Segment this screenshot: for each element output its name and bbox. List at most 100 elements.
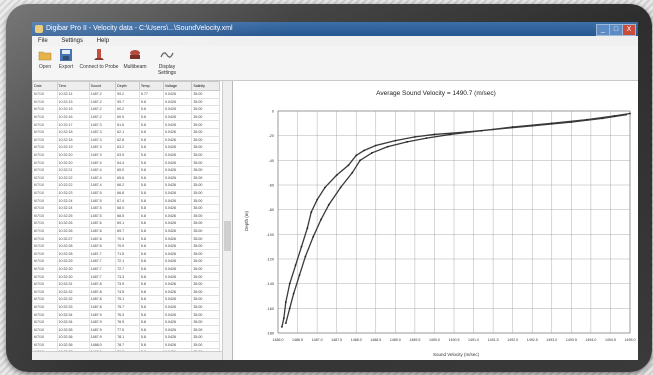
export-button[interactable]: Export — [56, 48, 76, 78]
data-point — [306, 227, 309, 230]
column-header-sound[interactable]: Sound — [88, 81, 117, 91]
table-cell: 35.00 — [191, 333, 220, 342]
table-row[interactable]: 6/7/10 10:32:18 1487.3 62.8 5.8 0.0426 35.00 — [32, 135, 220, 145]
data-point — [320, 218, 322, 221]
minimize-button[interactable]: _ — [596, 24, 610, 36]
column-header-time[interactable]: Time — [56, 81, 90, 91]
table-row[interactable]: 6/7/10 10:32:26 1487.6 69.7 5.8 0.0426 35.00 — [32, 226, 220, 236]
table-row[interactable]: 6/7/10 10:32:19 1487.3 63.2 5.8 0.0426 35.00 — [32, 143, 220, 152]
column-header-salinity[interactable]: Salinity — [191, 81, 220, 91]
menu-settings[interactable]: Settings — [61, 38, 84, 44]
table-cell: 5.8 — [138, 234, 165, 243]
table-cell: 0.0426 — [163, 219, 193, 228]
table-cell: 35.00 — [191, 112, 220, 122]
data-point — [327, 203, 330, 206]
table-row[interactable]: 6/7/10 10:32:34 1487.9 76.9 5.8 0.0426 35.00 — [32, 317, 220, 327]
table-vertical-scrollbar[interactable] — [222, 81, 232, 360]
table-cell: 0.0426 — [163, 203, 193, 213]
table-row[interactable]: 6/7/10 10:32:34 1487.9 76.3 5.8 0.0426 35.00 — [32, 310, 220, 319]
table-row[interactable]: 6/7/10 10:32:18 1487.3 62.1 5.8 0.0426 35.00 — [32, 127, 220, 137]
column-header-date[interactable]: Date — [32, 81, 58, 91]
table-row[interactable]: 6/7/10 10:32:30 1487.7 72.7 5.8 0.0426 35.00 — [32, 264, 220, 274]
table-cell: 35.00 — [191, 317, 220, 327]
table-cell: 10:32:30 — [56, 264, 90, 274]
table-row[interactable]: 6/7/10 10:32:28 1487.6 70.9 5.8 0.0426 35.00 — [32, 241, 220, 251]
table-row[interactable]: 6/7/10 10:32:22 1487.4 66.2 5.8 0.0426 35.00 — [32, 181, 220, 190]
table-horizontal-scrollbar[interactable] — [32, 351, 222, 360]
table-row[interactable]: 6/7/10 10:32:24 1487.5 67.4 5.8 0.0426 35.00 — [32, 196, 220, 205]
scroll-thumb[interactable] — [224, 221, 231, 251]
table-cell: 6/7/10 — [32, 196, 58, 205]
table-cell: 35.00 — [191, 203, 220, 213]
table-row[interactable]: 6/7/10 10:32:14 1487.2 59.2 5.77 0.0426 35.00 — [32, 90, 220, 99]
table-cell: 76.3 — [115, 310, 140, 319]
table-row[interactable]: 6/7/10 10:32:22 1487.4 65.6 5.8 0.0426 35.00 — [32, 173, 220, 183]
table-cell: 35.00 — [191, 287, 220, 297]
table-cell: 0.0426 — [163, 120, 193, 129]
table-row[interactable]: 6/7/10 10:32:16 1487.2 60.9 5.8 0.0426 35.00 — [32, 112, 220, 122]
table-row[interactable]: 6/7/10 10:32:36 1487.9 78.1 5.8 0.0426 35.00 — [32, 333, 220, 342]
table-row[interactable]: 6/7/10 10:32:32 1487.8 74.5 5.8 0.0426 35.00 — [32, 287, 220, 297]
table-row[interactable]: 6/7/10 10:32:21 1487.4 65.0 5.8 0.0426 35.00 — [32, 165, 220, 175]
table-row[interactable]: 6/7/10 10:32:29 1487.7 72.1 5.8 0.0426 35.00 — [32, 257, 220, 266]
y-tick-label: -140 — [266, 282, 274, 286]
table-cell: 6/7/10 — [32, 165, 58, 175]
table-row[interactable]: 6/7/10 10:32:15 1487.2 60.2 5.8 0.0426 35.00 — [32, 105, 220, 114]
export-label: Export — [58, 64, 74, 70]
data-point — [433, 133, 436, 136]
table-row[interactable]: 6/7/10 10:32:17 1487.3 61.6 5.8 0.0426 35.00 — [32, 120, 220, 129]
data-point — [312, 235, 315, 238]
multibeam-button[interactable]: Multibeam — [122, 48, 148, 78]
table-row[interactable]: 6/7/10 10:32:28 1487.7 71.5 5.8 0.0426 35.00 — [32, 249, 220, 259]
table-row[interactable]: 6/7/10 10:32:33 1487.8 75.7 5.8 0.0426 35.00 — [32, 302, 220, 312]
table-cell: 0.0426 — [163, 196, 193, 205]
table-row[interactable]: 6/7/10 10:32:32 1487.8 75.1 5.8 0.0426 35.00 — [32, 295, 220, 304]
table-cell: 10:32:32 — [56, 295, 90, 304]
column-header-temp[interactable]: Temp. — [138, 81, 165, 91]
table-cell: 35.00 — [191, 120, 220, 129]
table-cell: 0.0426 — [163, 234, 193, 243]
table-row[interactable]: 6/7/10 10:32:23 1487.5 66.8 5.8 0.0426 35.00 — [32, 188, 220, 198]
table-row[interactable]: 6/7/10 10:32:30 1487.7 73.3 5.8 0.0426 35.00 — [32, 272, 220, 281]
table-cell: 6/7/10 — [32, 241, 58, 251]
table-row[interactable]: 6/7/10 10:32:20 1487.3 63.9 5.8 0.0426 35.00 — [32, 150, 220, 160]
table-row[interactable]: 6/7/10 10:32:20 1487.4 64.4 5.8 0.0426 35.00 — [32, 158, 220, 167]
display-settings-button[interactable]: Display Settings — [150, 48, 184, 78]
table-row[interactable]: 6/7/10 10:32:36 1488.0 78.7 5.8 0.0426 35.00 — [32, 340, 220, 350]
data-table: Date Time Sound Depth Temp. Voltage Salinity 6… — [32, 81, 220, 360]
table-cell: 0.0426 — [163, 279, 193, 289]
data-point — [363, 149, 365, 152]
chart-title: Average Sound Velocity = 1490.7 (m/sec) — [376, 90, 496, 97]
table-cell: 35.00 — [191, 249, 220, 259]
table-cell: 59.7 — [115, 97, 140, 107]
close-button[interactable]: X — [622, 24, 636, 36]
column-header-voltage[interactable]: Voltage — [163, 81, 193, 91]
table-row[interactable]: 6/7/10 10:32:25 1487.5 68.5 5.8 0.0426 35.00 — [32, 211, 220, 221]
table-row[interactable]: 6/7/10 10:32:27 1487.6 70.3 5.8 0.0426 35.00 — [32, 234, 220, 243]
table-cell: 1487.3 — [88, 143, 117, 152]
table-row[interactable]: 6/7/10 10:32:31 1487.8 73.9 5.8 0.0426 35.00 — [32, 279, 220, 289]
column-header-depth[interactable]: Depth — [115, 81, 140, 91]
table-cell: 10:32:20 — [56, 150, 90, 160]
table-cell: 1487.4 — [88, 165, 117, 175]
menu-help[interactable]: Help — [96, 38, 110, 44]
table-row[interactable]: 6/7/10 10:32:15 1487.2 59.7 5.8 0.0426 35.00 — [32, 97, 220, 107]
open-button[interactable]: Open — [35, 48, 55, 78]
maximize-button[interactable]: □ — [609, 24, 623, 36]
table-cell: 35.00 — [191, 188, 220, 198]
table-cell: 35.00 — [191, 295, 220, 304]
connect-probe-button[interactable]: Connect to Probe — [78, 48, 120, 78]
table-cell: 35.00 — [191, 241, 220, 251]
data-point — [511, 126, 514, 128]
table-row[interactable]: 6/7/10 10:32:24 1487.5 68.0 5.8 0.0426 35.00 — [32, 203, 220, 213]
menu-file[interactable]: File — [38, 38, 48, 44]
table-cell: 0.0426 — [163, 135, 193, 145]
table-cell: 6/7/10 — [32, 226, 58, 236]
table-row[interactable]: 6/7/10 10:32:26 1487.6 69.1 5.8 0.0426 35.00 — [32, 219, 220, 228]
table-cell: 10:32:26 — [56, 226, 90, 236]
table-cell: 1487.9 — [88, 310, 117, 319]
table-cell: 35.00 — [191, 173, 220, 183]
data-point — [282, 317, 285, 320]
table-row[interactable]: 6/7/10 10:32:35 1487.9 77.5 5.8 0.0426 35.00 — [32, 325, 220, 334]
table-cell: 1487.9 — [88, 317, 117, 327]
